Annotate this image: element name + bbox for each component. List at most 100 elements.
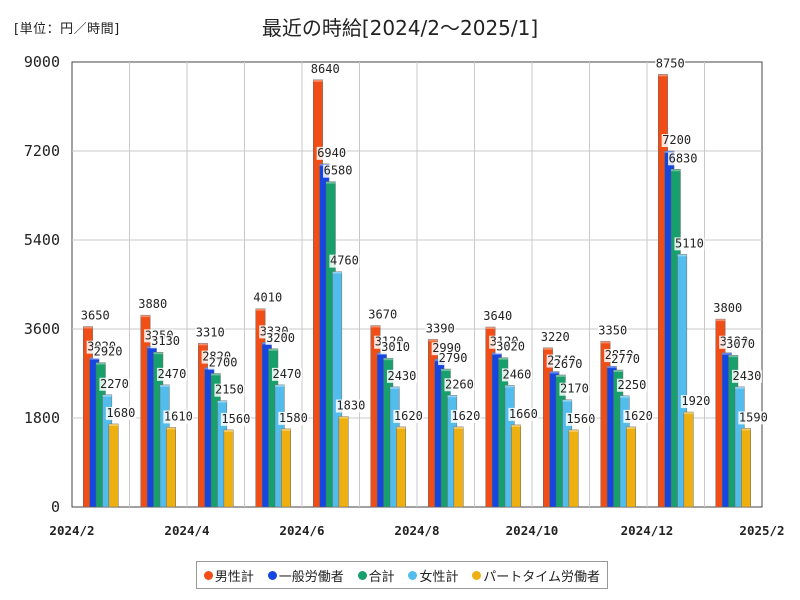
chart-legend: 男性計 一般労働者 合計 女性計 パートタイム労働者: [196, 561, 608, 589]
y-tick-label: 9000: [24, 53, 60, 71]
data-label: 2170: [560, 382, 589, 396]
data-label: 1560: [566, 412, 595, 426]
bar-chart: 0 1800 3600 5400 7200 9000 2024/2 2024/4 2024/6 2…: [0, 0, 800, 600]
bar-cap: [332, 272, 341, 274]
data-label: 4760: [330, 254, 359, 268]
y-tick-label: 3600: [24, 320, 60, 338]
bar-cap: [256, 309, 265, 311]
bar-cap: [626, 427, 635, 429]
data-label: 1610: [164, 409, 193, 423]
data-label: 2270: [100, 377, 129, 391]
data-label: 3070: [726, 337, 755, 351]
bar-cap: [607, 366, 616, 368]
bar-parttime: [396, 427, 405, 507]
x-tick-label: 2024/10: [506, 523, 559, 538]
bar-cap: [486, 327, 495, 329]
bar-cap: [505, 385, 514, 387]
x-tick-label: 2024/12: [621, 523, 674, 538]
data-label: 5110: [675, 236, 704, 250]
data-label: 1830: [336, 399, 365, 413]
data-label: 3010: [381, 340, 410, 354]
data-label: 8750: [656, 56, 685, 70]
bar-parttime: [454, 427, 463, 507]
bar-cap: [275, 385, 284, 387]
legend-item-general: 一般労働者: [268, 566, 344, 585]
data-label: 2250: [617, 378, 646, 392]
data-label: 6940: [317, 146, 346, 160]
legend-dot-icon: [204, 571, 213, 580]
data-label: 2790: [439, 351, 468, 365]
bar-cap: [441, 369, 450, 371]
bar-cap: [166, 427, 175, 429]
data-label: 3020: [496, 340, 525, 354]
bar-cap: [160, 385, 169, 387]
data-label: 3130: [151, 334, 180, 348]
bar-cap: [390, 387, 399, 389]
bar-parttime: [569, 430, 578, 507]
bar-parttime: [626, 427, 635, 507]
data-label: 3200: [266, 331, 295, 345]
x-tick-label: 2024/2: [49, 523, 94, 538]
bar-parttime: [166, 427, 175, 507]
legend-dot-icon: [408, 571, 417, 580]
data-label: 2460: [502, 367, 531, 381]
bar-cap: [141, 315, 150, 317]
bar-cap: [454, 427, 463, 429]
bar-cap: [562, 400, 571, 402]
bar-cap: [281, 429, 290, 431]
data-label: 3220: [541, 330, 570, 344]
x-tick-label: 2024/4: [164, 523, 209, 538]
data-label: 3390: [426, 321, 455, 335]
data-label: 3310: [196, 325, 225, 339]
data-label: 2470: [272, 367, 301, 381]
bar-cap: [671, 169, 680, 171]
data-label: 3800: [713, 301, 742, 315]
bar-cap: [384, 358, 393, 360]
bar-cap: [543, 348, 552, 350]
x-tick-label: 2024/6: [279, 523, 324, 538]
bar-cap: [677, 254, 686, 256]
data-label: 2260: [445, 377, 474, 391]
bar-cap: [735, 387, 744, 389]
bar-cap: [729, 355, 738, 357]
bar-cap: [741, 428, 750, 430]
data-label: 1580: [279, 411, 308, 425]
bar-parttime: [224, 430, 233, 507]
data-label: 3670: [368, 308, 397, 322]
bar-parttime: [511, 425, 520, 507]
bar-cap: [396, 427, 405, 429]
data-label: 3640: [483, 309, 512, 323]
legend-dot-icon: [268, 571, 277, 580]
data-label: 2150: [215, 383, 244, 397]
data-label: 1620: [394, 409, 423, 423]
data-label: 2470: [157, 367, 186, 381]
y-tick-label: 0: [51, 498, 60, 516]
data-label: 1560: [221, 412, 250, 426]
data-label: 1620: [451, 409, 480, 423]
legend-label: 男性計: [215, 566, 254, 585]
y-tick-label: 5400: [24, 231, 60, 249]
bar-parttime: [109, 424, 118, 507]
legend-item-total: 合計: [358, 566, 395, 585]
legend-label: 一般労働者: [279, 566, 344, 585]
bar-cap: [83, 327, 92, 329]
y-tick-label: 1800: [24, 409, 60, 427]
bar-cap: [109, 424, 118, 426]
bar-cap: [154, 352, 163, 354]
bar-cap: [339, 417, 348, 419]
bar-cap: [716, 319, 725, 321]
legend-label: パートタイム労働者: [483, 566, 600, 585]
bar-cap: [601, 341, 610, 343]
legend-item-parttime: パートタイム労働者: [472, 566, 600, 585]
y-tick-label: 7200: [24, 142, 60, 160]
legend-item-male: 男性計: [204, 566, 254, 585]
bar-cap: [326, 182, 335, 184]
bar-parttime: [339, 417, 348, 507]
data-label: 7200: [662, 133, 691, 147]
bar-cap: [556, 375, 565, 377]
bar-cap: [96, 363, 105, 365]
data-label: 6830: [669, 151, 698, 165]
bar-cap: [224, 430, 233, 432]
data-label: 2430: [387, 369, 416, 383]
bar-cap: [620, 396, 629, 398]
